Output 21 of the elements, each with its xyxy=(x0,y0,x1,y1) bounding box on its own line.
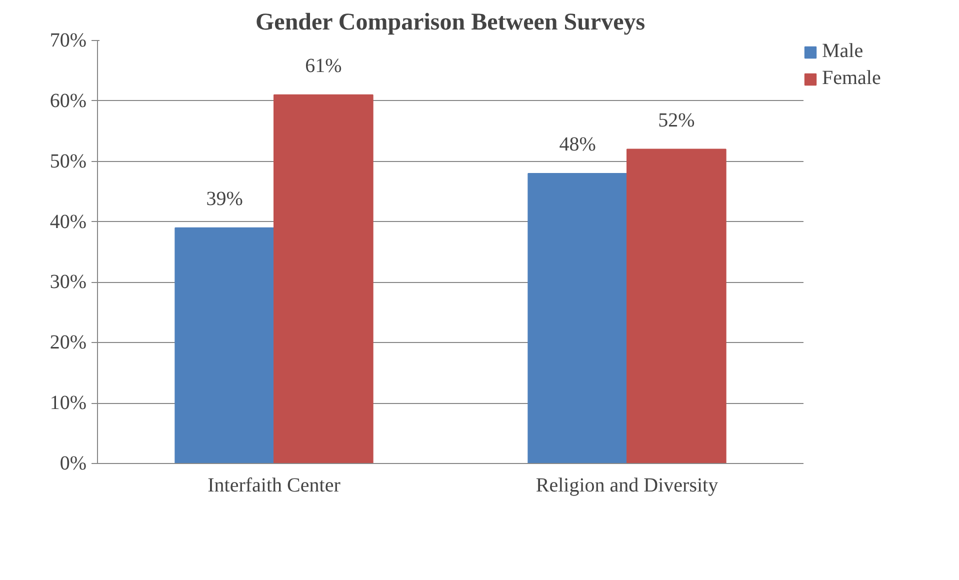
y-tick-label: 10% xyxy=(50,392,87,414)
data-label: 61% xyxy=(305,54,342,77)
x-tick-label: Religion and Diversity xyxy=(536,474,718,496)
y-tick-label: 50% xyxy=(50,150,87,172)
y-tick-label: 20% xyxy=(50,332,87,354)
y-tick-label: 0% xyxy=(60,452,87,474)
legend-label: Male xyxy=(822,40,864,63)
x-tick-label: Interfaith Center xyxy=(208,474,341,496)
legend-label: Female xyxy=(822,67,881,90)
bar xyxy=(626,148,726,464)
bar xyxy=(528,172,628,464)
y-tick-label: 30% xyxy=(50,271,87,294)
data-label: 48% xyxy=(559,133,596,156)
y-tick-label: 60% xyxy=(50,90,87,112)
bar xyxy=(174,227,274,464)
chart-title: Gender Comparison Between Surveys xyxy=(256,10,646,36)
y-tick-label: 40% xyxy=(50,210,87,233)
data-label: 52% xyxy=(658,109,695,132)
y-tick-label: 70% xyxy=(50,30,87,52)
data-label: 39% xyxy=(206,188,243,210)
bar xyxy=(274,94,374,464)
